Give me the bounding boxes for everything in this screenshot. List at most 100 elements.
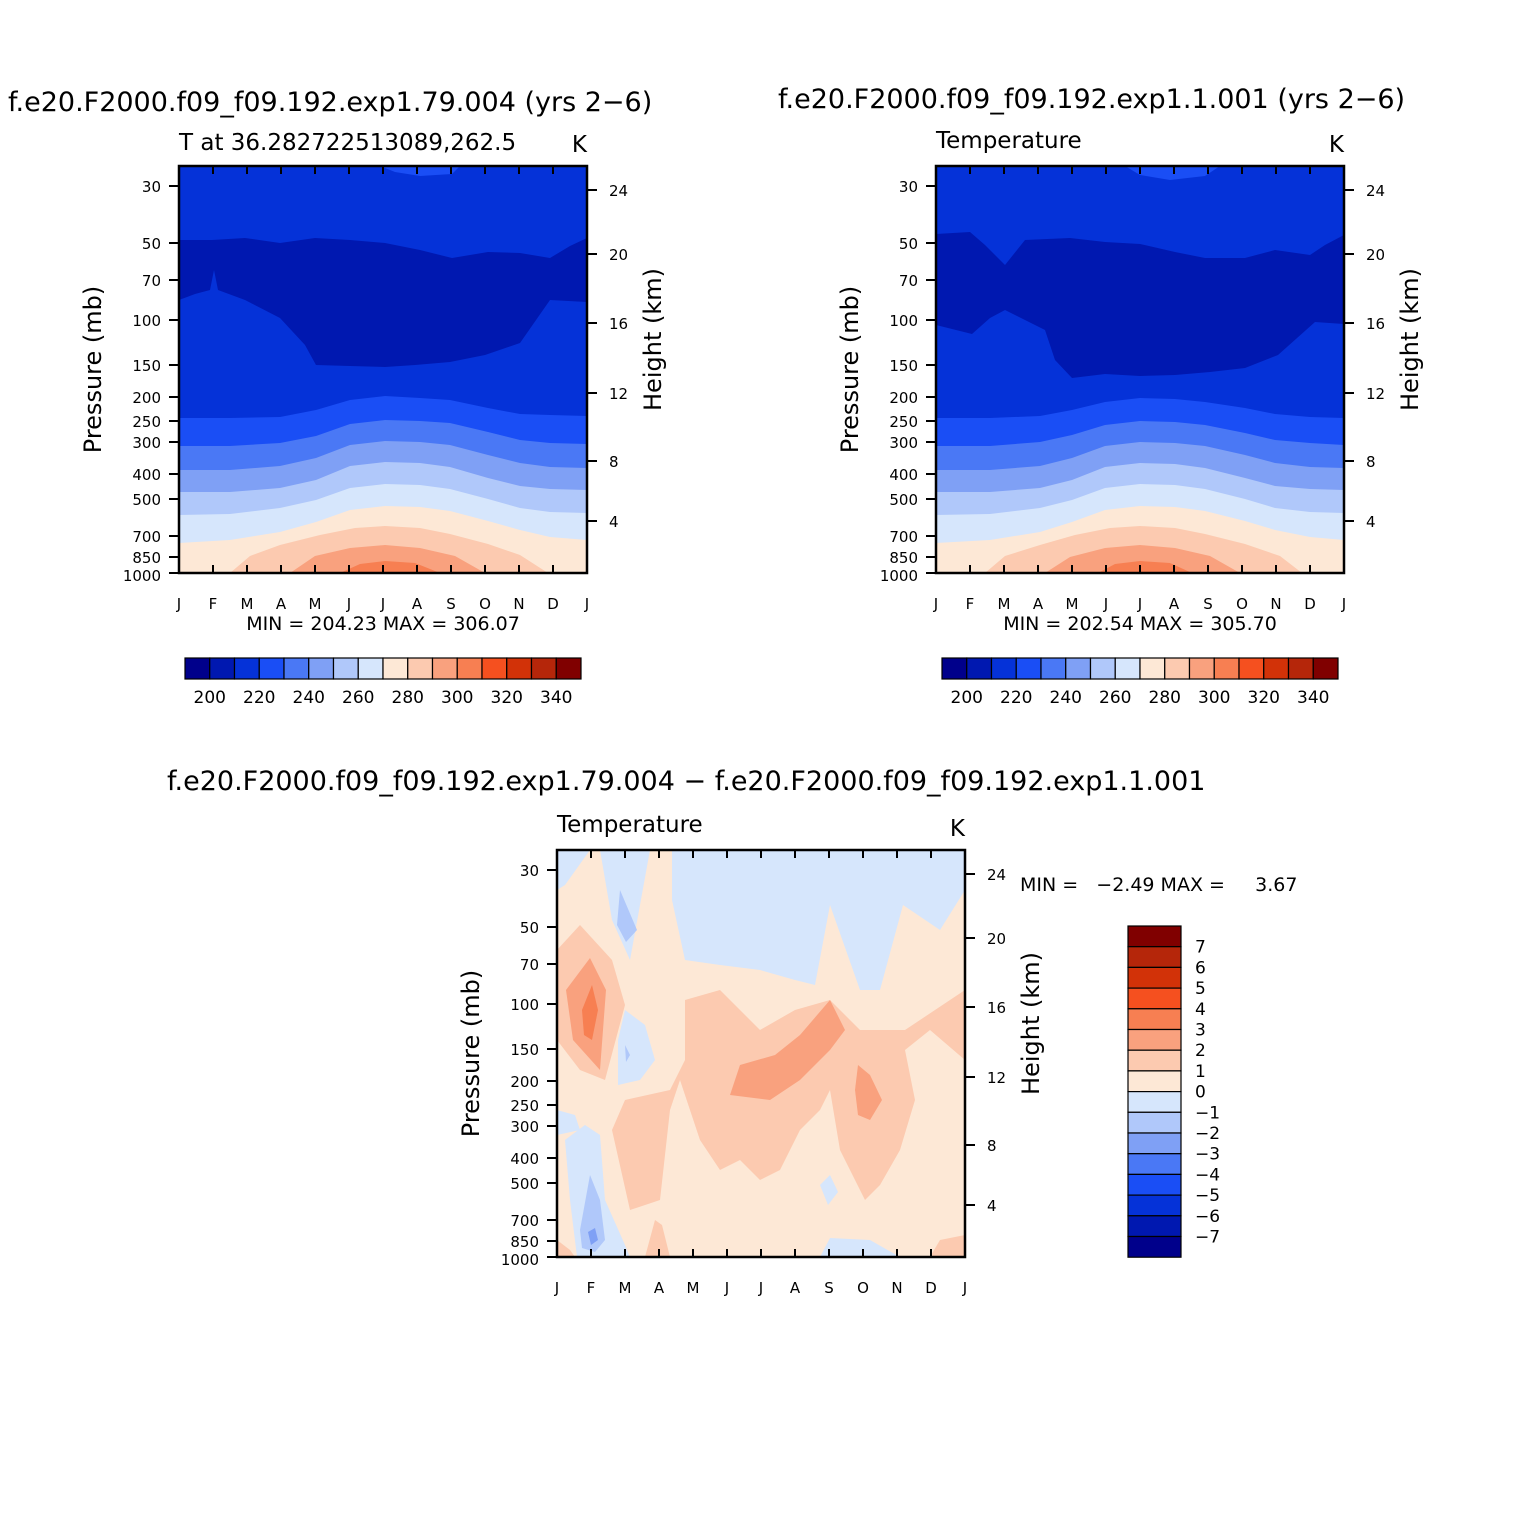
- panel-c-contours: [557, 850, 965, 1257]
- x-tick-label: J: [758, 1279, 763, 1297]
- colorbar-label: 260: [1099, 688, 1131, 708]
- colorbar-swatch: [1127, 1173, 1182, 1196]
- y-axis-label: Pressure (mb): [457, 970, 485, 1137]
- colorbar-label: 340: [1297, 688, 1329, 708]
- colorbar-swatch: [1065, 657, 1092, 680]
- panel-b-minmax: MIN = 202.54 MAX = 305.70: [1003, 613, 1277, 635]
- x-tick-label: D: [925, 1279, 937, 1297]
- y-right-tick-label: 20: [987, 930, 1006, 948]
- y-tick-label: 1000: [880, 567, 918, 585]
- y-tick-label: 100: [132, 312, 161, 330]
- panel-a-colorbar: 200 220 240 260 280 300 320 340: [184, 657, 582, 708]
- y-axis-label: Pressure (mb): [79, 286, 107, 453]
- panel-b-units: K: [1329, 132, 1345, 158]
- y-right-axis-label: Height (km): [639, 268, 667, 411]
- panel-a-minmax: MIN = 204.23 MAX = 306.07: [246, 613, 520, 635]
- colorbar-swatch: [1127, 1090, 1182, 1113]
- colorbar-label: 200: [951, 688, 983, 708]
- panel-a-axes: J F M A M J J A S O N D J 30 50 70 100 150 200 250 300 400 500…: [79, 166, 667, 613]
- colorbar-swatch: [1127, 1194, 1182, 1217]
- colorbar-swatch: [1213, 657, 1240, 680]
- contour-band: [557, 850, 590, 890]
- colorbar-swatch: [1127, 1049, 1182, 1072]
- x-tick-label: A: [276, 595, 287, 613]
- x-tick-label: D: [547, 595, 559, 613]
- contour-band: [179, 238, 587, 367]
- x-tick-label: M: [619, 1279, 632, 1297]
- y-tick-label: 50: [142, 235, 161, 253]
- panel-a: T at 36.282722513089,262.5 K J F M A M J J A S O N…: [79, 130, 667, 708]
- x-tick-label: J: [346, 595, 351, 613]
- y-tick-label: 850: [132, 549, 161, 567]
- colorbar-label: 3: [1195, 1021, 1206, 1041]
- y-tick-label: 150: [889, 357, 918, 375]
- colorbar-label: 220: [1000, 688, 1032, 708]
- y-tick-label: 200: [132, 389, 161, 407]
- y-tick-label: 250: [132, 413, 161, 431]
- colorbar-swatch: [1139, 657, 1166, 680]
- y-tick-label: 30: [520, 862, 539, 880]
- colorbar-swatch: [1127, 946, 1182, 969]
- x-tick-label: F: [966, 595, 975, 613]
- x-tick-label: A: [1033, 595, 1044, 613]
- x-tick-label: S: [824, 1279, 834, 1297]
- x-tick-label: A: [790, 1279, 801, 1297]
- y-tick-label: 50: [520, 919, 539, 937]
- colorbar-label: 1: [1195, 1062, 1206, 1082]
- y-tick-label: 300: [132, 434, 161, 452]
- colorbar-swatch: [407, 657, 434, 680]
- y-tick-label: 500: [889, 491, 918, 509]
- x-tick-label: J: [933, 595, 938, 613]
- colorbar-label: 2: [1195, 1041, 1206, 1061]
- x-tick-label: M: [1066, 595, 1079, 613]
- y-right-tick-label: 8: [1366, 453, 1376, 471]
- y-tick-label: 250: [889, 413, 918, 431]
- colorbar-label: −5: [1195, 1186, 1220, 1206]
- x-tick-label: M: [309, 595, 322, 613]
- y-right-tick-label: 24: [987, 866, 1006, 884]
- y-tick-label: 850: [510, 1233, 539, 1251]
- x-tick-label: N: [513, 595, 524, 613]
- y-tick-label: 700: [132, 528, 161, 546]
- colorbar-swatch: [233, 657, 260, 680]
- x-tick-label: N: [1270, 595, 1281, 613]
- colorbar-swatch: [456, 657, 483, 680]
- panel-a-units: K: [572, 132, 588, 158]
- y-tick-label: 100: [889, 312, 918, 330]
- colorbar-swatch: [1164, 657, 1191, 680]
- x-tick-label: D: [1304, 595, 1316, 613]
- colorbar-swatch: [258, 657, 285, 680]
- x-tick-label: F: [587, 1279, 596, 1297]
- y-tick-label: 250: [510, 1097, 539, 1115]
- y-tick-label: 150: [132, 357, 161, 375]
- colorbar-label: −6: [1195, 1207, 1220, 1227]
- colorbar-label: 220: [243, 688, 275, 708]
- colorbar-swatch: [1188, 657, 1215, 680]
- y-tick-label: 70: [899, 272, 918, 290]
- contour-band: [612, 990, 965, 1210]
- contour-band: [580, 1175, 605, 1252]
- x-tick-label: M: [241, 595, 254, 613]
- contour-band: [1045, 545, 1240, 573]
- x-tick-label: J: [176, 595, 181, 613]
- contour-band: [1125, 166, 1220, 180]
- y-tick-label: 500: [510, 1175, 539, 1193]
- colorbar-label: 0: [1195, 1083, 1206, 1103]
- y-tick-label: 500: [132, 491, 161, 509]
- y-tick-label: 70: [520, 956, 539, 974]
- colorbar-label: 200: [194, 688, 226, 708]
- y-right-tick-label: 4: [609, 513, 619, 531]
- y-tick-label: 200: [889, 389, 918, 407]
- colorbar-label: 6: [1195, 958, 1206, 978]
- x-tick-label: A: [1169, 595, 1180, 613]
- x-tick-label: O: [1236, 595, 1248, 613]
- colorbar-swatch: [530, 657, 557, 680]
- x-tick-label: J: [380, 595, 385, 613]
- colorbar-label: 320: [1248, 688, 1280, 708]
- panel-c-subtitle: Temperature: [556, 812, 703, 838]
- panel-b-contours: [936, 166, 1344, 573]
- x-tick-label: J: [554, 1279, 559, 1297]
- panel-c-axes: J F M A M J J A S O N D J 30 50 70 100 150 200 250 300 400 500…: [457, 850, 1045, 1297]
- colorbar-label: −2: [1195, 1124, 1220, 1144]
